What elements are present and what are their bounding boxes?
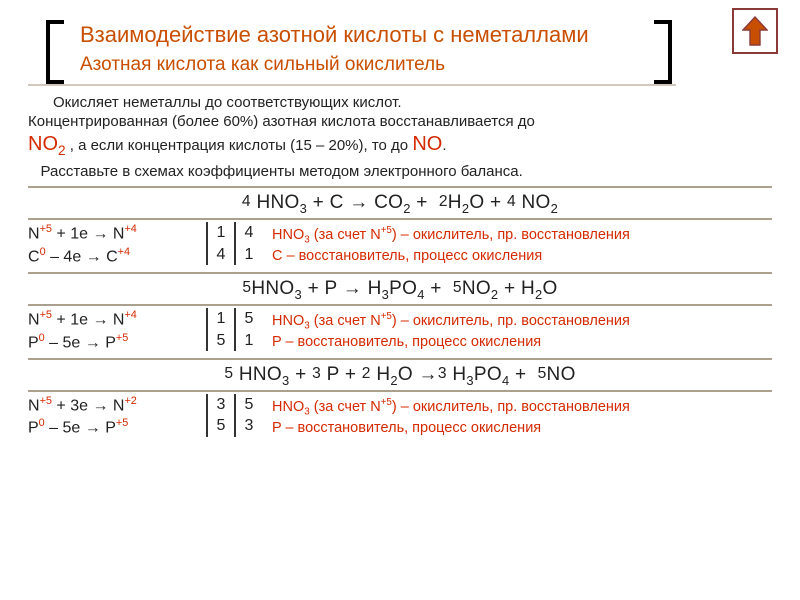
eq1-c2: 2 bbox=[439, 193, 448, 210]
eq3-m21: 5 bbox=[217, 417, 226, 434]
bracket-right bbox=[654, 20, 672, 84]
no2-sub: 2 bbox=[58, 143, 66, 158]
eq1-n1b: (за счет N bbox=[310, 227, 381, 243]
bracket-left bbox=[46, 20, 64, 84]
intro-no: NO bbox=[412, 133, 442, 155]
eq2-n1c: ) – окислитель, пр. восстановления bbox=[392, 313, 630, 329]
eq1-h1a: N bbox=[28, 226, 40, 243]
intro-line1: Окисляет неметаллы до соответствующих ки… bbox=[53, 94, 402, 111]
eq2-n1a: HNO bbox=[272, 313, 304, 329]
eq1-col1: 14 bbox=[206, 222, 236, 265]
eq1-notes: HNO3 (за счет N+5) – окислитель, пр. вос… bbox=[262, 222, 630, 267]
eq1-h1b-sup: +4 bbox=[124, 223, 136, 235]
eq3-notes: HNO3 (за счет N+5) – окислитель, пр. вос… bbox=[262, 394, 630, 439]
eq3-col2: 53 bbox=[236, 394, 262, 437]
eq3-c2: 3 bbox=[312, 365, 321, 382]
eq1-c1: 4 bbox=[242, 193, 251, 210]
eq3-c1: 5 bbox=[224, 365, 233, 382]
eq3-c5: 5 bbox=[538, 365, 547, 382]
eq3-h1b-sup: +2 bbox=[124, 395, 136, 407]
eq2-h1a: N bbox=[28, 311, 40, 328]
eq1-main: 4 HNO3 + C → CO2 + 2H2O + 4 NO2 bbox=[28, 190, 772, 218]
eq3-m12: 5 bbox=[245, 396, 254, 413]
intro-line2a: Концентрированная (более 60%) азотная ки… bbox=[28, 113, 535, 130]
eq1-n2: С – восстановитель, процесс окисления bbox=[272, 247, 630, 267]
equation-1: 4 HNO3 + C → CO2 + 2H2O + 4 NO2 N+5 + 1e… bbox=[28, 186, 772, 268]
slide-subtitle: Азотная кислота как сильный окислитель bbox=[28, 52, 676, 86]
eq2-c2: 5 bbox=[453, 279, 462, 296]
no2-text: NO bbox=[28, 133, 58, 155]
task-line: Расставьте в схемах коэффициенты методом… bbox=[41, 163, 523, 180]
eq1-n1a: HNO bbox=[272, 227, 304, 243]
intro-line2b: , а если концентрация кислоты (15 – 20%)… bbox=[66, 137, 413, 154]
eq2-c1: 5 bbox=[242, 279, 251, 296]
eq3-c3: 2 bbox=[362, 365, 371, 382]
eq3-m11: 3 bbox=[217, 396, 226, 413]
eq3-n1a: HNO bbox=[272, 398, 304, 414]
eq2-m12: 5 bbox=[245, 310, 254, 327]
eq3-h1a-sup: +5 bbox=[40, 395, 52, 407]
eq1-m21: 4 bbox=[217, 246, 226, 263]
eq2-col2: 51 bbox=[236, 308, 262, 351]
eq1-n1c: ) – окислитель, пр. восстановления bbox=[392, 227, 630, 243]
intro-period: . bbox=[442, 137, 446, 154]
eq2-n2: P – восстановитель, процесс окисления bbox=[272, 333, 630, 353]
eq2-n1b: (за счет N bbox=[310, 313, 381, 329]
eq2-n1b-sup: +5 bbox=[381, 311, 392, 322]
eq2-h1b-sup: +4 bbox=[124, 309, 136, 321]
eq2-m22: 1 bbox=[245, 332, 254, 349]
title-block: Взаимодействие азотной кислоты с неметал… bbox=[28, 20, 772, 86]
eq3-h2b: – 5e → P bbox=[45, 420, 116, 437]
eq3-col1: 35 bbox=[206, 394, 236, 437]
eq3-h1a: N bbox=[28, 397, 40, 414]
eq1-m11: 1 bbox=[217, 224, 226, 241]
eq3-c4: 3 bbox=[438, 365, 447, 382]
eq2-h1a-sup: +5 bbox=[40, 309, 52, 321]
eq1-half-reactions: N+5 + 1e → N+4 C0 – 4e → C+4 bbox=[28, 222, 206, 268]
task-text: Расставьте в схемах коэффициенты методом… bbox=[28, 163, 772, 180]
eq1-h2a: C bbox=[28, 249, 40, 266]
eq3-h1b: + 3e → N bbox=[52, 397, 124, 414]
eq3-n2: P – восстановитель, процесс окисления bbox=[272, 419, 630, 439]
eq1-m12: 4 bbox=[245, 224, 254, 241]
equation-3: 5 HNO3 + 3 P + 2 H2O →3 H3PO4 + 5NO N+5 … bbox=[28, 358, 772, 440]
eq2-h2b: – 5e → P bbox=[45, 334, 116, 351]
eq3-h2b-sup: +5 bbox=[116, 417, 128, 429]
eq3-h2a: P bbox=[28, 420, 39, 437]
eq2-h2b-sup: +5 bbox=[116, 332, 128, 344]
eq3-m22: 3 bbox=[245, 417, 254, 434]
eq2-m21: 5 bbox=[217, 332, 226, 349]
eq3-main: 5 HNO3 + 3 P + 2 H2O →3 H3PO4 + 5NO bbox=[28, 362, 772, 390]
eq1-col2: 41 bbox=[236, 222, 262, 265]
eq2-half-reactions: N+5 + 1e → N+4 P0 – 5e → P+5 bbox=[28, 308, 206, 354]
eq1-c3: 4 bbox=[507, 193, 516, 210]
eq3-n1b-sup: +5 bbox=[381, 397, 392, 408]
eq1-balance: N+5 + 1e → N+4 C0 – 4e → C+4 14 41 HNO3 … bbox=[28, 218, 772, 268]
eq1-m22: 1 bbox=[245, 246, 254, 263]
eq2-balance: N+5 + 1e → N+4 P0 – 5e → P+5 15 51 HNO3 … bbox=[28, 304, 772, 354]
eq3-balance: N+5 + 3e → N+2 P0 – 5e → P+5 35 53 HNO3 … bbox=[28, 390, 772, 440]
eq1-h1a-sup: +5 bbox=[40, 223, 52, 235]
eq1-h1b: + 1e → N bbox=[52, 226, 124, 243]
slide-content: Взаимодействие азотной кислоты с неметал… bbox=[0, 0, 800, 439]
intro-text: Окисляет неметаллы до соответствующих ки… bbox=[28, 94, 772, 159]
eq3-n1c: ) – окислитель, пр. восстановления bbox=[392, 398, 630, 414]
eq2-col1: 15 bbox=[206, 308, 236, 351]
eq3-half-reactions: N+5 + 3e → N+2 P0 – 5e → P+5 bbox=[28, 394, 206, 440]
eq2-h2a: P bbox=[28, 334, 39, 351]
equation-2: 5HNO3 + P → H3PO4 + 5NO2 + H2O N+5 + 1e … bbox=[28, 272, 772, 354]
eq1-h2b-sup: +4 bbox=[118, 246, 130, 258]
eq2-m11: 1 bbox=[217, 310, 226, 327]
eq1-h2b: – 4e → C bbox=[46, 249, 118, 266]
eq1-n1b-sup: +5 bbox=[381, 225, 392, 236]
eq2-h1b: + 1e → N bbox=[52, 311, 124, 328]
eq2-main: 5HNO3 + P → H3PO4 + 5NO2 + H2O bbox=[28, 276, 772, 304]
eq2-notes: HNO3 (за счет N+5) – окислитель, пр. вос… bbox=[262, 308, 630, 353]
eq3-n1b: (за счет N bbox=[310, 398, 381, 414]
intro-no2: NO2 bbox=[28, 133, 66, 155]
